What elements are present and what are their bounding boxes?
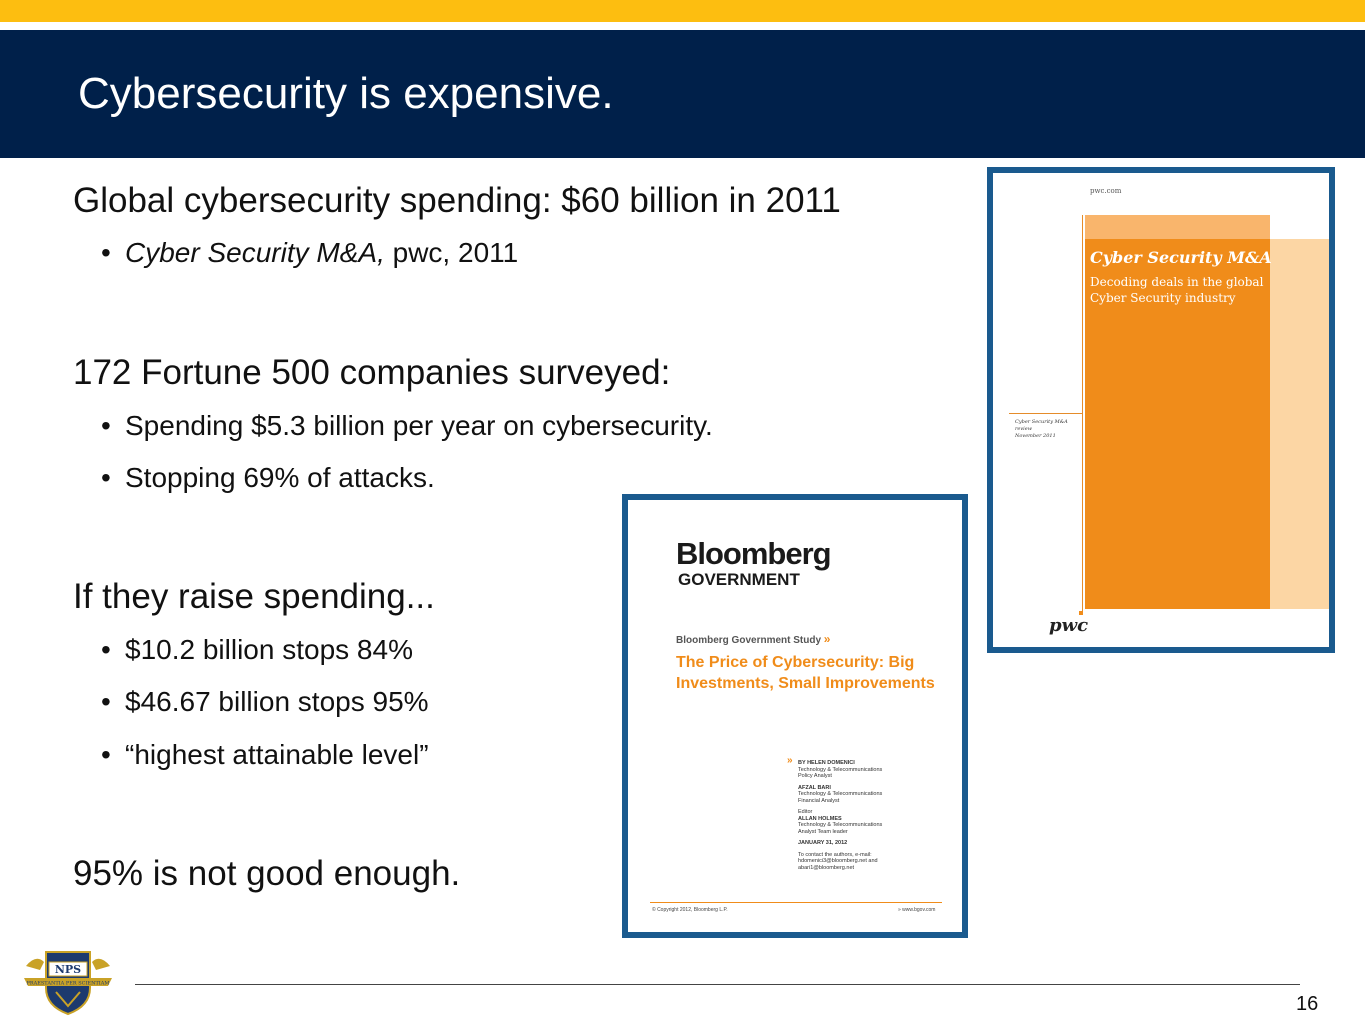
bullet-dot: • xyxy=(101,686,111,717)
heading-global-spending: Global cybersecurity spending: $60 billi… xyxy=(73,181,841,220)
author-name: ALLAN HOLMES xyxy=(798,815,842,822)
author-role: Technology & Telecommunications xyxy=(798,822,883,828)
small-line-2: November 2011 xyxy=(1015,433,1056,439)
pwc-url: pwc.com xyxy=(1090,187,1122,195)
bullet-text: $46.67 billion stops 95% xyxy=(125,686,429,717)
heading-fortune500: 172 Fortune 500 companies surveyed: xyxy=(73,353,671,392)
bullet-dot: • xyxy=(101,410,111,441)
cover-orange-top xyxy=(1085,215,1270,243)
bullet-text: “highest attainable level” xyxy=(125,739,429,770)
bloomberg-government-label: GOVERNMENT xyxy=(678,570,800,589)
seal-text: NPS xyxy=(55,963,81,976)
bullet-dot: • xyxy=(101,634,111,665)
footer-rule xyxy=(135,984,1300,985)
cover-footer-rule xyxy=(650,902,942,903)
author-role: Financial Analyst xyxy=(798,797,840,804)
heading-raise-spending: If they raise spending... xyxy=(73,577,435,616)
author-role: Analyst Team leader xyxy=(798,828,848,835)
author-role: Technology & Telecommunications xyxy=(798,791,883,797)
page-number: 16 xyxy=(1296,993,1319,1015)
source-title: Cyber Security M&A, xyxy=(125,237,385,268)
gold-header-bar xyxy=(0,0,1365,22)
bullet-text: Spending $5.3 billion per year on cybers… xyxy=(125,410,713,441)
author-name: AFZAL BARI xyxy=(798,784,831,791)
bullet-source: • Cyber Security M&A, pwc, 2011 xyxy=(101,239,518,267)
author-role: Policy Analyst xyxy=(798,773,832,779)
bullet-text: $10.2 billion stops 84% xyxy=(125,634,413,665)
source-rest: pwc, 2011 xyxy=(384,237,519,268)
bullet-text: Stopping 69% of attacks. xyxy=(125,462,435,493)
website: » www.bgov.com xyxy=(898,907,936,913)
author-role: Technology & Telecommunications xyxy=(798,766,883,773)
contact-line: hdomenici3@bloomberg.net and xyxy=(798,858,878,864)
editor-label: Editor xyxy=(798,809,813,815)
chevron-right-icon: » xyxy=(823,632,831,646)
bullet-dot: • xyxy=(101,739,111,770)
pwc-cover-small-text: Cyber Security M&A review November 2011 xyxy=(1015,419,1083,440)
pwc-cover-subtitle: Decoding deals in the global Cyber Secur… xyxy=(1090,275,1264,305)
bullet-10b: • $10.2 billion stops 84% xyxy=(101,636,413,664)
cover-orange-panel xyxy=(1085,239,1270,609)
bullet-46b: • $46.67 billion stops 95% xyxy=(101,688,429,716)
chevron-right-icon: » xyxy=(787,755,793,766)
author-name: BY HELEN DOMENICI xyxy=(798,760,855,766)
report-title: The Price of Cybersecurity: Big Investme… xyxy=(676,654,935,692)
bloomberg-logo: Bloomberg xyxy=(676,536,832,571)
contact-line: abari1@bloomberg.net xyxy=(798,864,855,871)
contact-line: To contact the authors, e-mail: xyxy=(798,851,872,858)
bullet-highest-level: • “highest attainable level” xyxy=(101,741,429,769)
bullet-dot: • xyxy=(101,237,111,268)
bullet-stopping: • Stopping 69% of attacks. xyxy=(101,464,435,492)
small-line-1: Cyber Security M&A review xyxy=(1015,419,1068,432)
cover-small-rule xyxy=(1009,413,1083,414)
nps-seal-logo: NPS PRAESTANTIA PER SCIENTIAM xyxy=(24,951,112,1016)
copyright: © Copyright 2012, Bloomberg L.P. xyxy=(652,907,728,913)
author-block: » BY HELEN DOMENICI Technology & Telecom… xyxy=(787,756,948,871)
bloomberg-report-cover: Bloomberg GOVERNMENT Bloomberg Governmen… xyxy=(622,494,968,938)
study-label: Bloomberg Government Study » xyxy=(676,632,830,646)
pwc-logo-mark xyxy=(1079,611,1083,615)
pwc-logo: pwc xyxy=(1049,615,1089,636)
bullet-spending: • Spending $5.3 billion per year on cyber… xyxy=(101,412,713,440)
pwc-cover-title: Cyber Security M&A xyxy=(1090,248,1272,267)
title-band xyxy=(0,30,1365,158)
heading-not-good-enough: 95% is not good enough. xyxy=(73,854,461,893)
report-date: JANUARY 31, 2012 xyxy=(798,840,848,846)
bullet-dot: • xyxy=(101,462,111,493)
slide-title: Cybersecurity is expensive. xyxy=(78,69,614,118)
study-text: Bloomberg Government Study xyxy=(676,635,822,646)
seal-motto: PRAESTANTIA PER SCIENTIAM xyxy=(26,981,109,987)
pwc-report-cover: pwc.com Cyber Security M&A Decoding deal… xyxy=(987,167,1335,653)
